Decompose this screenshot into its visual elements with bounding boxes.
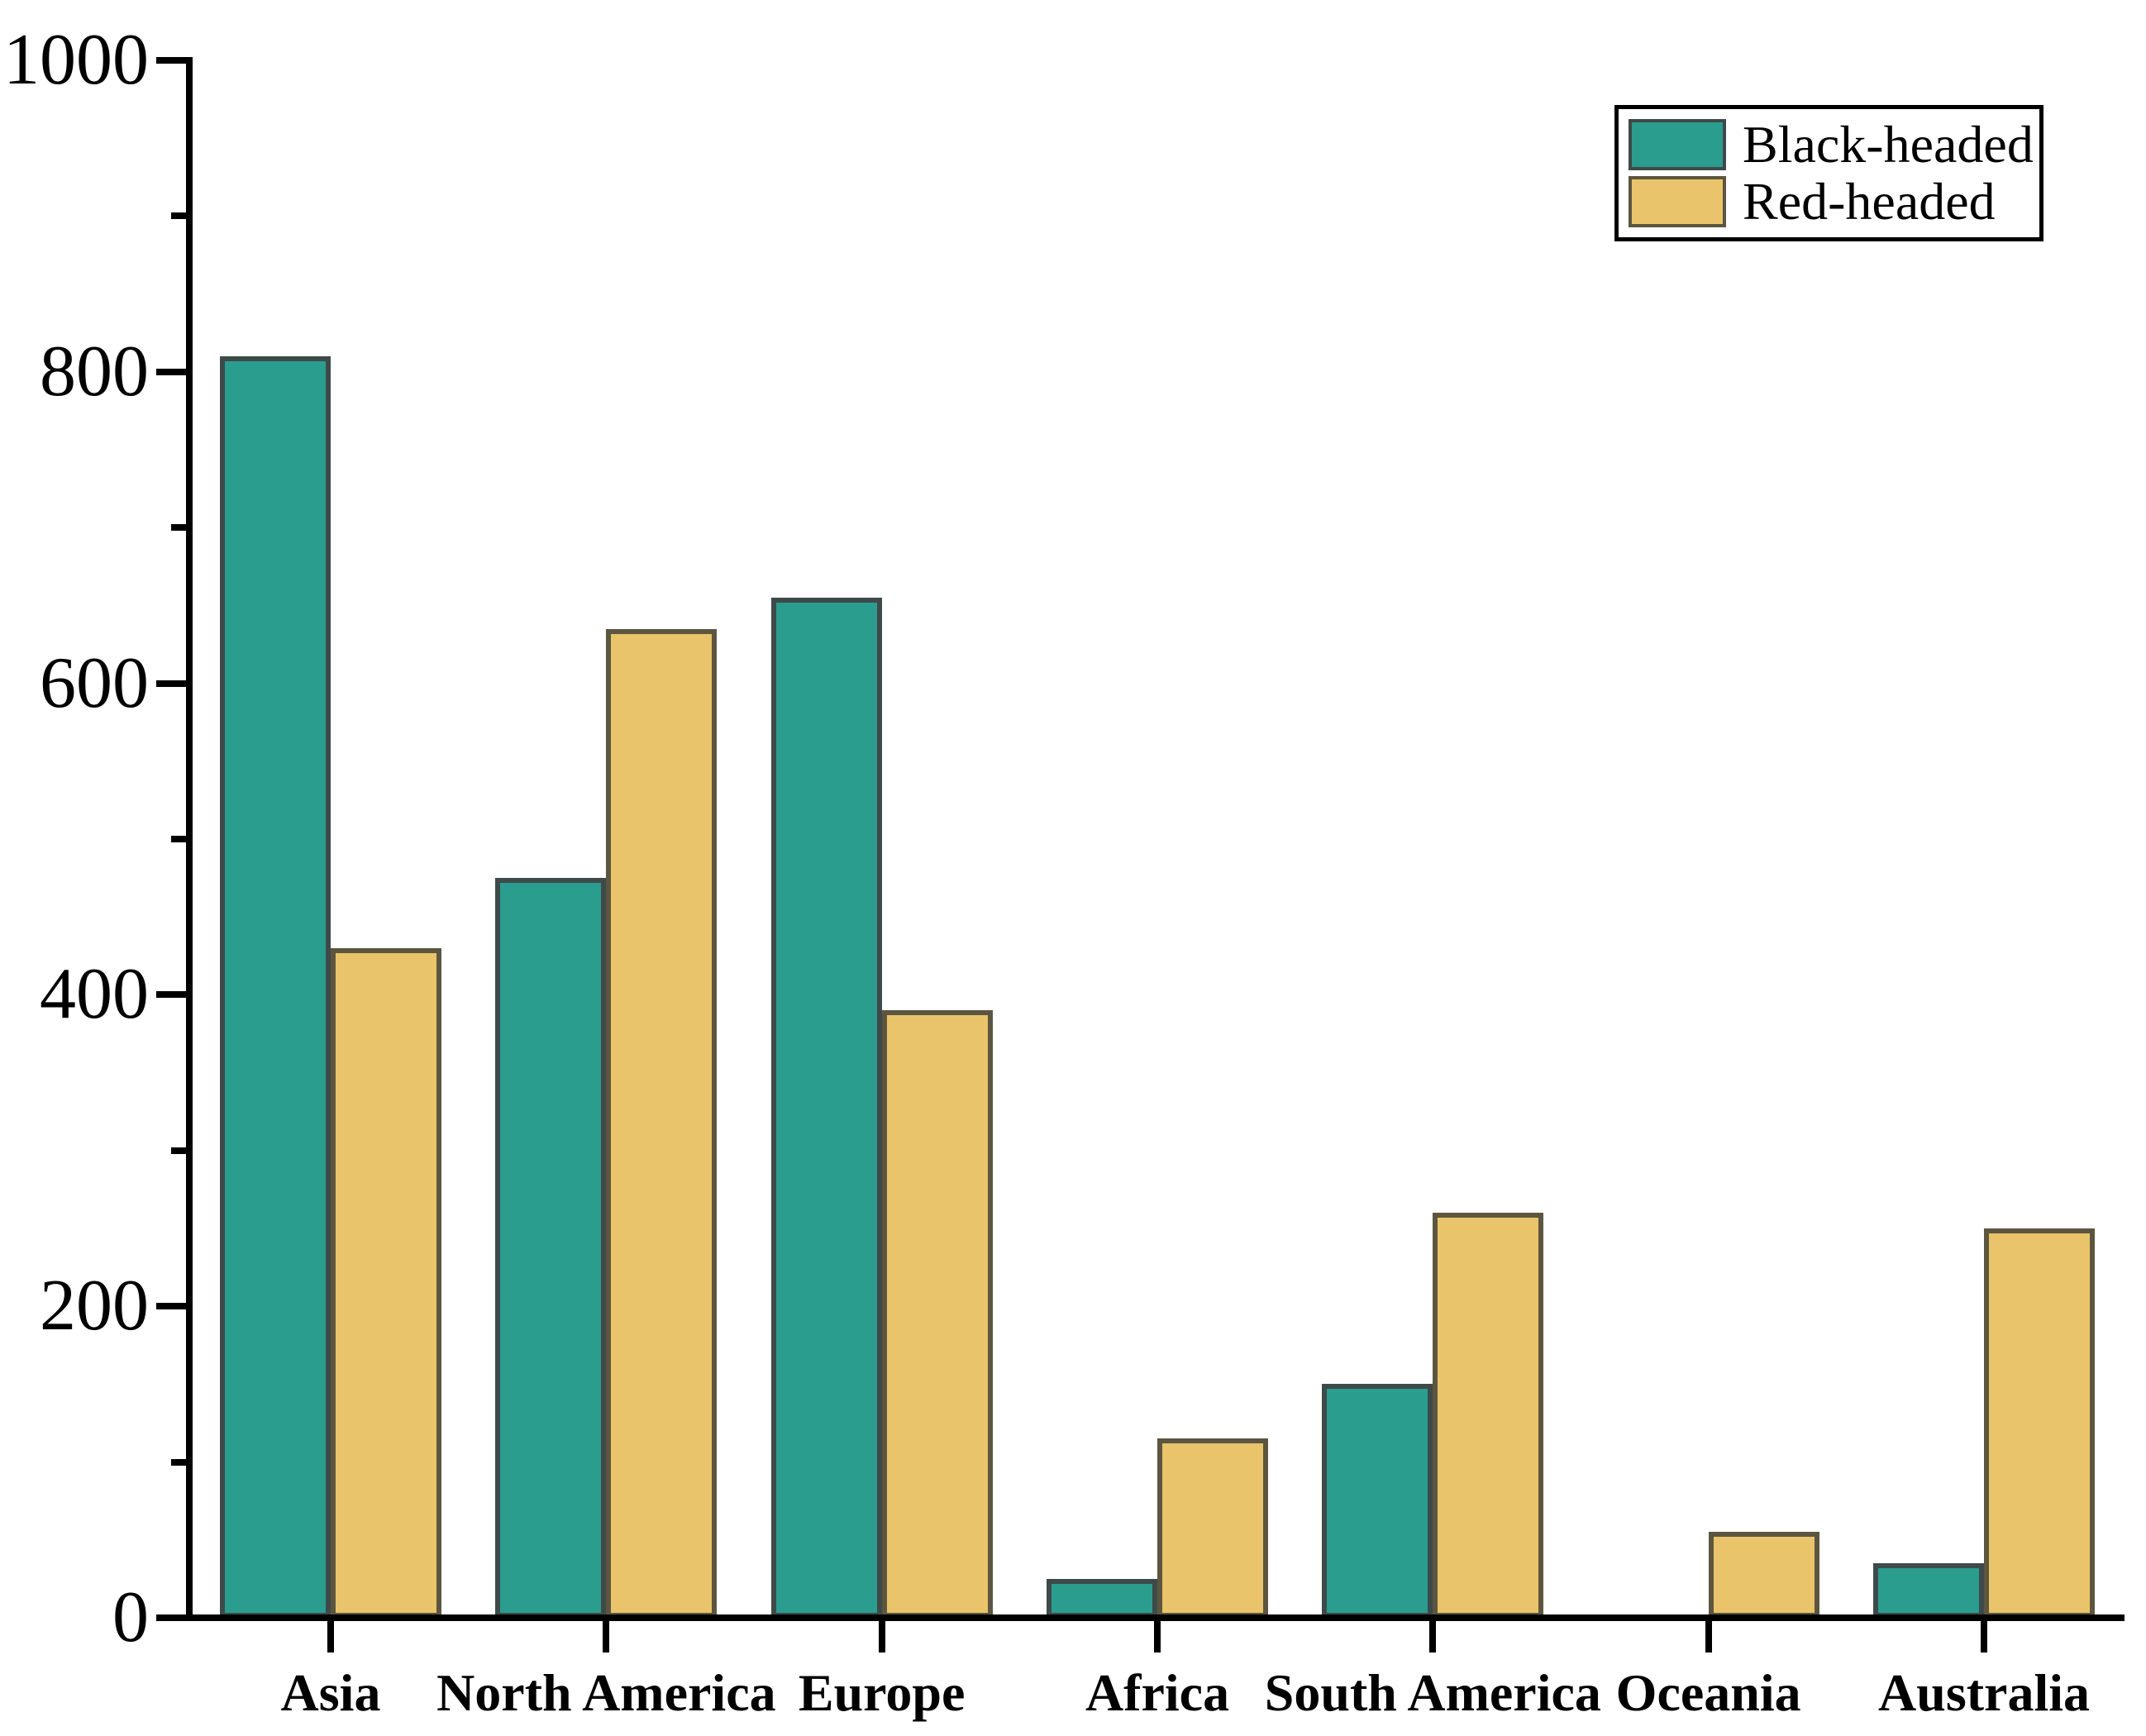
bar-red-headed-asia <box>331 947 441 1618</box>
y-axis-minor-tick <box>171 524 186 532</box>
y-axis-tick-label: 400 <box>40 954 149 1035</box>
y-axis-major-tick <box>156 991 186 999</box>
x-axis-label: Oceania <box>1615 1663 1801 1722</box>
x-axis-label: North America <box>436 1663 776 1722</box>
legend: Black-headed Red-headed <box>1614 105 2043 241</box>
y-axis-minor-tick <box>171 1458 186 1466</box>
y-axis-minor-tick <box>171 836 186 842</box>
y-axis-tick-label: 200 <box>40 1266 149 1347</box>
y-axis-tick-label: 0 <box>112 1577 149 1657</box>
bar-red-headed-oceania <box>1708 1532 1819 1618</box>
y-axis-major-tick <box>156 1614 186 1621</box>
y-axis-major-tick <box>156 680 186 687</box>
bar-red-headed-africa <box>1157 1438 1268 1618</box>
bar-black-headed-asia <box>220 355 331 1618</box>
bar-black-headed-south-america <box>1322 1384 1433 1618</box>
legend-swatch-black-headed <box>1629 118 1726 170</box>
x-axis-tick <box>1429 1618 1437 1653</box>
x-axis-tick <box>878 1618 885 1653</box>
bar-red-headed-australia <box>1984 1228 2095 1618</box>
y-axis-tick-label: 800 <box>40 331 149 412</box>
bar-black-headed-australia <box>1873 1563 1984 1618</box>
x-axis <box>186 1614 2125 1621</box>
bar-red-headed-europe <box>881 1010 993 1618</box>
y-axis-major-tick <box>156 368 186 375</box>
bar-red-headed-south-america <box>1433 1213 1544 1618</box>
y-axis-major-tick <box>156 1303 186 1310</box>
legend-swatch-red-headed <box>1629 176 1726 228</box>
y-axis-minor-tick <box>171 1147 186 1154</box>
bar-red-headed-north-america <box>606 628 718 1618</box>
x-axis-label: South America <box>1264 1663 1601 1722</box>
y-axis <box>186 57 193 1621</box>
legend-label-black-headed: Black-headed <box>1743 114 2034 174</box>
bar-black-headed-africa <box>1047 1578 1157 1618</box>
x-axis-tick <box>603 1618 610 1653</box>
x-axis-label: Europe <box>798 1663 966 1722</box>
x-axis-tick <box>1705 1618 1712 1653</box>
x-axis-tick <box>1154 1618 1161 1653</box>
y-axis-tick-label: 1000 <box>3 20 149 100</box>
bar-black-headed-north-america <box>495 878 607 1618</box>
x-axis-tick <box>327 1618 334 1653</box>
bar-black-headed-europe <box>770 597 882 1618</box>
y-axis-major-tick <box>156 57 186 64</box>
x-axis-label: Africa <box>1085 1663 1230 1722</box>
legend-item-red-headed: Red-headed <box>1629 174 2029 229</box>
x-axis-label: Australia <box>1878 1663 2090 1722</box>
y-axis-minor-tick <box>171 212 186 220</box>
legend-item-black-headed: Black-headed <box>1629 117 2034 172</box>
legend-label-red-headed: Red-headed <box>1743 172 1996 231</box>
x-axis-label: Asia <box>280 1663 381 1722</box>
x-axis-tick <box>1981 1618 1987 1653</box>
y-axis-tick-label: 600 <box>40 642 149 723</box>
